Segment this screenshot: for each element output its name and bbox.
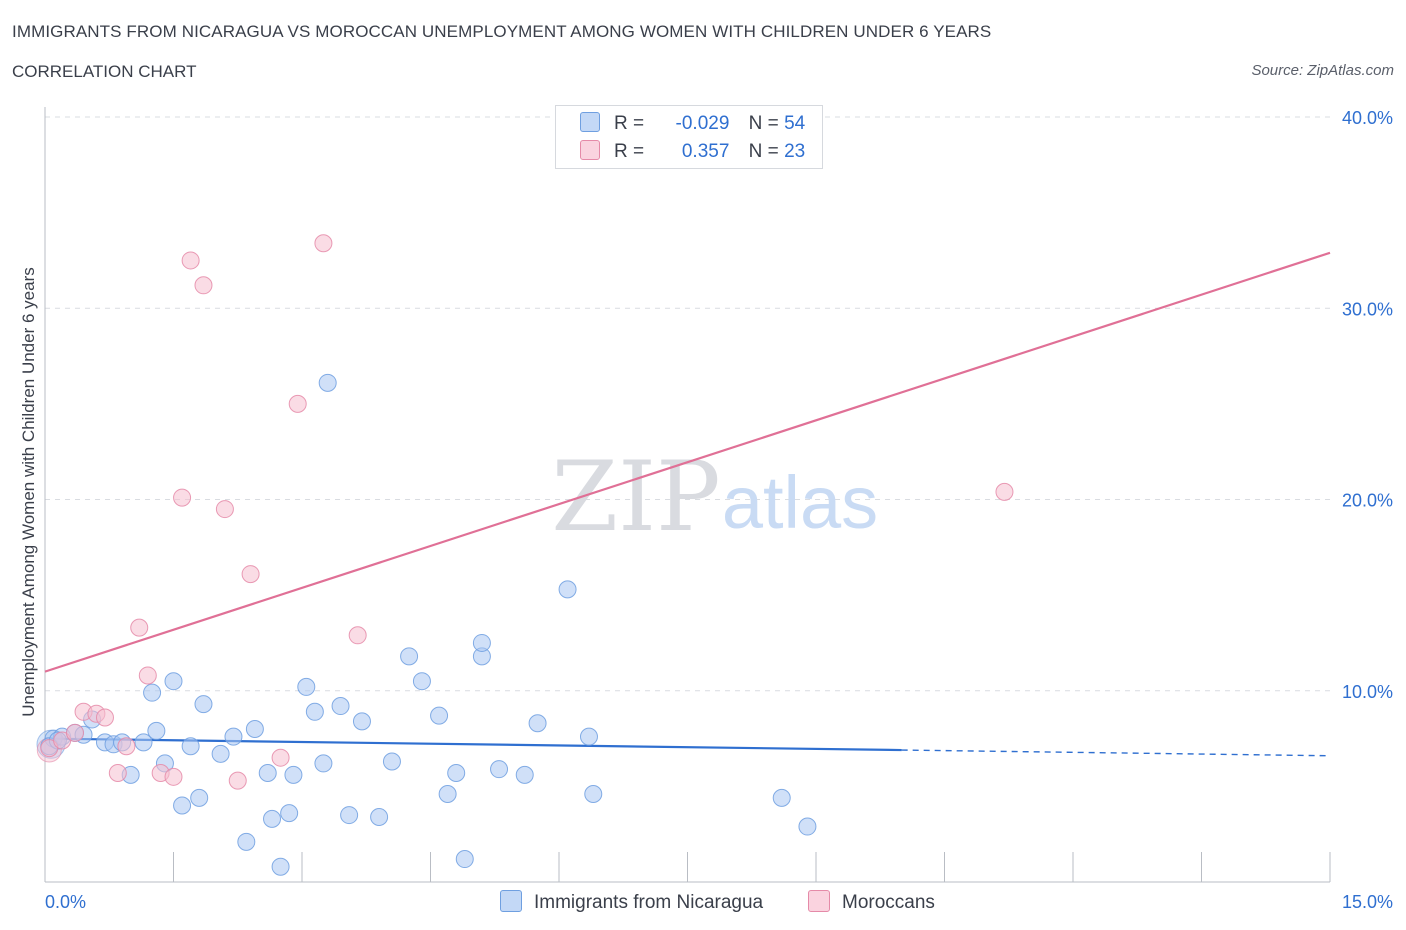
series-swatch-nicaragua [500,890,522,912]
point-nicaragua [245,720,264,738]
point-moroccans [117,737,136,756]
point-nicaragua [237,832,256,851]
point-moroccans [173,488,192,507]
correlation-legend: R = -0.029 N = 54 R = 0.357 N = 23 [555,105,823,169]
point-moroccans [348,626,367,645]
legend-n-label: N = [748,141,779,162]
point-moroccans [194,276,213,295]
data-points [36,234,1014,876]
chart-subtitle: CORRELATION CHART [12,62,197,81]
point-nicaragua [370,807,389,826]
point-nicaragua [305,702,324,721]
point-nicaragua [271,857,290,876]
point-moroccans [241,565,260,584]
watermark-zip: ZIP [551,441,720,553]
point-moroccans [164,767,183,786]
point-nicaragua [352,712,371,731]
trend-line-moroccans [44,251,1331,673]
point-nicaragua [340,806,359,825]
x-tick-label-min: 0.0% [45,892,86,912]
point-nicaragua [280,804,299,823]
point-nicaragua [190,788,209,807]
tick-labels: 10.0% 20.0% 30.0% 40.0% 0.0% 15.0% [45,108,1393,912]
point-moroccans [215,500,234,519]
trend-line-nicaragua-extension [901,749,1331,757]
point-nicaragua [164,672,183,691]
series-swatch-moroccans [808,890,830,912]
source-label: Source: ZipAtlas.com [1251,62,1394,79]
point-nicaragua [438,785,457,804]
point-nicaragua [297,677,316,696]
legend-swatch-moroccans [580,140,600,160]
legend-r-value-moroccans: 0.357 [681,141,730,162]
point-nicaragua [284,765,303,784]
point-nicaragua [528,714,547,733]
point-nicaragua [584,785,603,804]
point-moroccans [130,618,149,637]
y-tick-label: 10.0% [1342,682,1393,702]
point-moroccans [138,666,157,685]
point-nicaragua [558,580,577,599]
point-moroccans [314,234,333,253]
series-label-nicaragua: Immigrants from Nicaragua [534,892,764,913]
point-moroccans [181,251,200,270]
legend-n-value-nicaragua: 54 [784,113,806,134]
legend-r-label: R = [614,141,645,162]
point-nicaragua [181,737,200,756]
point-nicaragua [173,796,192,815]
point-nicaragua [772,788,791,807]
point-moroccans [108,763,127,782]
series-legend-moroccans: Moroccans [808,890,935,914]
point-moroccans [228,771,247,790]
point-nicaragua [143,683,162,702]
point-nicaragua [490,760,509,779]
point-moroccans [288,394,307,413]
grid-lines [45,116,1330,692]
point-nicaragua [211,744,230,763]
y-axis-label: Unemployment Among Women with Children U… [19,267,38,716]
point-moroccans [271,748,290,767]
legend-row-nicaragua: R = -0.029 N = 54 [580,112,805,136]
point-nicaragua [331,697,350,716]
y-tick-label: 20.0% [1342,491,1393,511]
point-nicaragua [258,763,277,782]
watermark-atlas: atlas [722,461,878,544]
point-nicaragua [798,817,817,836]
point-nicaragua [263,809,282,828]
series-legend-nicaragua: Immigrants from Nicaragua [500,890,763,914]
point-nicaragua [472,633,491,652]
series-label-moroccans: Moroccans [842,892,935,913]
legend-swatch-nicaragua [580,112,600,132]
point-nicaragua [400,647,419,666]
legend-r-label: R = [614,113,645,134]
legend-row-moroccans: R = 0.357 N = 23 [580,140,805,164]
point-nicaragua [579,727,598,746]
point-nicaragua [314,754,333,773]
trend-line-nicaragua [44,737,902,752]
point-nicaragua [447,763,466,782]
point-nicaragua [318,373,337,392]
x-tick-label-max: 15.0% [1342,892,1393,912]
point-nicaragua [147,721,166,740]
y-tick-label: 40.0% [1342,108,1393,128]
point-moroccans [95,708,114,727]
point-moroccans [65,723,84,742]
point-nicaragua [134,733,153,752]
point-nicaragua [430,706,449,725]
point-nicaragua [412,672,431,691]
legend-r-value-nicaragua: -0.029 [675,113,730,134]
watermark: ZIP atlas [551,441,878,553]
y-tick-label: 30.0% [1342,299,1393,319]
point-moroccans [995,482,1014,501]
chart-title: IMMIGRANTS FROM NICARAGUA VS MOROCCAN UN… [12,22,992,41]
point-nicaragua [515,765,534,784]
point-nicaragua [194,695,213,714]
point-nicaragua [224,727,243,746]
legend-n-value-moroccans: 23 [784,141,806,162]
legend-n-label: N = [748,113,779,134]
point-nicaragua [455,850,474,869]
point-nicaragua [382,752,401,771]
